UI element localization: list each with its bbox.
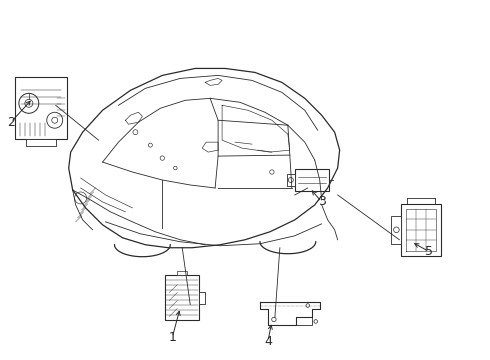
FancyBboxPatch shape (177, 271, 187, 275)
FancyBboxPatch shape (287, 174, 295, 186)
FancyBboxPatch shape (392, 216, 401, 244)
Text: 3: 3 (318, 195, 326, 208)
FancyBboxPatch shape (296, 318, 312, 325)
FancyBboxPatch shape (15, 77, 67, 139)
FancyBboxPatch shape (199, 292, 205, 303)
Text: 4: 4 (264, 335, 272, 348)
Text: 1: 1 (169, 331, 176, 344)
FancyBboxPatch shape (295, 169, 329, 191)
Text: 5: 5 (425, 245, 433, 258)
FancyBboxPatch shape (165, 275, 199, 320)
FancyBboxPatch shape (26, 139, 56, 146)
Text: 2: 2 (7, 116, 15, 129)
FancyBboxPatch shape (401, 204, 441, 256)
